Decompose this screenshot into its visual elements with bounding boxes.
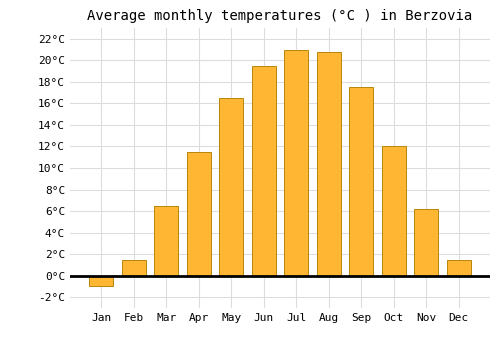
Title: Average monthly temperatures (°C ) in Berzovia: Average monthly temperatures (°C ) in Be… bbox=[88, 9, 472, 23]
Bar bbox=[414, 209, 438, 276]
Bar bbox=[252, 66, 276, 276]
Bar bbox=[284, 50, 308, 276]
Bar bbox=[446, 260, 471, 276]
Bar bbox=[219, 98, 244, 276]
Bar bbox=[316, 52, 341, 276]
Bar bbox=[154, 206, 178, 276]
Bar bbox=[349, 87, 374, 276]
Bar bbox=[186, 152, 211, 276]
Bar bbox=[382, 146, 406, 276]
Bar bbox=[122, 260, 146, 276]
Bar bbox=[89, 276, 114, 286]
